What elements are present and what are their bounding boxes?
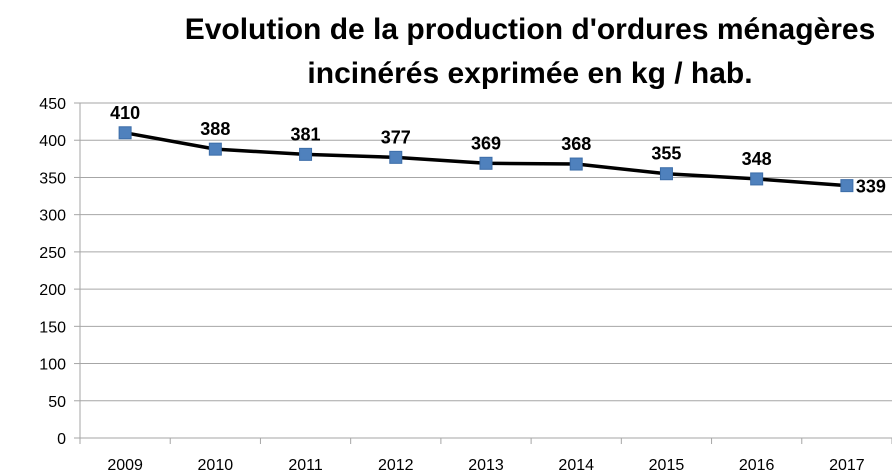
data-markers [118, 126, 854, 193]
x-tick-label: 2017 [829, 457, 865, 474]
x-tick-label: 2016 [739, 457, 775, 474]
x-tick-label: 2012 [378, 457, 414, 474]
data-point-marker [750, 172, 764, 186]
data-label: 381 [291, 124, 321, 144]
data-point-marker [569, 157, 583, 171]
x-axis-tick-labels: 2009 2010 2011 2012 2013 2014 2015 2016 2017 [107, 457, 864, 474]
chart-title-line-1: Evolution de la production d'ordures mén… [184, 13, 876, 46]
y-tick-label: 150 [39, 319, 66, 336]
data-label: 369 [471, 133, 501, 153]
x-tick-label: 2015 [649, 457, 685, 474]
data-point-marker [840, 179, 854, 193]
data-label: 348 [742, 149, 772, 169]
data-point-marker [479, 156, 493, 170]
y-tick-label: 400 [39, 133, 66, 150]
axes [74, 102, 892, 444]
data-label: 388 [200, 119, 230, 139]
x-tick-label: 2014 [558, 457, 594, 474]
chart-title-line-2: incinérés exprimée en kg / hab. [307, 57, 753, 90]
y-tick-label: 450 [39, 96, 66, 113]
data-label: 410 [110, 103, 140, 123]
y-axis-tick-labels: 0 50 100 150 200 250 300 350 400 450 [39, 96, 66, 448]
y-tick-label: 200 [39, 282, 66, 299]
data-label: 377 [381, 127, 411, 147]
x-tick-label: 2013 [468, 457, 504, 474]
data-label: 368 [561, 134, 591, 154]
chart-title: Evolution de la production d'ordures mén… [160, 8, 892, 96]
data-point-marker [118, 126, 132, 140]
data-point-marker [659, 167, 673, 181]
data-labels: 410 388 381 377 369 368 355 348 339 [110, 103, 886, 197]
y-tick-label: 100 [39, 357, 66, 374]
data-label: 355 [651, 144, 681, 164]
data-label: 339 [856, 177, 886, 197]
data-point-marker [208, 142, 222, 156]
x-tick-label: 2010 [198, 457, 234, 474]
data-point-marker [389, 150, 403, 164]
x-tick-label: 2011 [288, 457, 323, 474]
y-tick-label: 350 [39, 170, 66, 187]
y-tick-label: 0 [57, 431, 66, 448]
y-tick-label: 50 [48, 394, 66, 411]
x-tick-label: 2009 [107, 457, 143, 474]
y-tick-label: 250 [39, 245, 66, 262]
y-tick-label: 300 [39, 208, 66, 225]
data-point-marker [299, 147, 313, 161]
